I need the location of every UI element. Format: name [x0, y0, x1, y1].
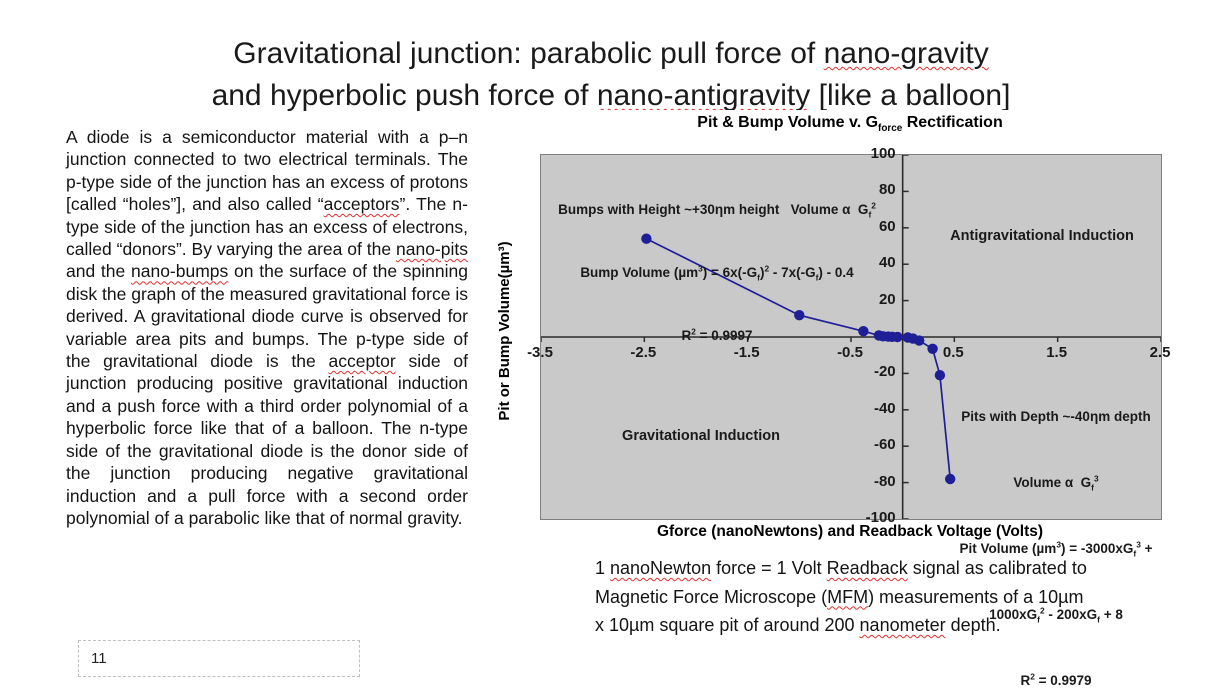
x-tick-label: -3.5 [527, 344, 553, 361]
slide-title: Gravitational junction: parabolic pull f… [0, 33, 1222, 117]
antigravitational-induction-label: Antigravitational Induction [950, 228, 1134, 244]
y-tick-label: 60 [878, 217, 896, 235]
chart-x-axis-label: Gforce (nanoNewtons) and Readback Voltag… [656, 523, 1044, 540]
slide-title-line-2: and hyperbolic push force of nano-antigr… [211, 79, 1011, 112]
x-tick-label: -2.5 [630, 344, 657, 361]
y-tick-label: 20 [878, 290, 896, 308]
x-tick-label: -1.5 [733, 344, 760, 361]
gravitational-induction-label: Gravitational Induction [622, 428, 780, 444]
page-number-placeholder[interactable]: 11 [78, 640, 360, 677]
x-tick-label: 0.5 [942, 344, 964, 361]
chart-title: Pit & Bump Volume v. Gforce Rectificatio… [697, 114, 1003, 135]
pits-annotation-line-4: 1000xGf2 - 200xGf + 8 [989, 605, 1123, 625]
body-paragraph: A diode is a semiconductor material with… [66, 127, 468, 528]
bumps-annotation-line-3: R2 = 0.9997 [681, 326, 753, 343]
y-tick-label: 40 [878, 254, 896, 272]
pits-annotation: Pits with Depth ~-40ηm depth Volume α Gf… [937, 362, 1175, 688]
y-tick-label: -80 [873, 472, 896, 490]
chart-y-axis-label: Pit or Bump Volume(µm³) [496, 241, 513, 421]
slide-title-line-1: Gravitational junction: parabolic pull f… [233, 37, 989, 70]
y-tick-label: -100 [865, 509, 896, 526]
chart-canvas [541, 155, 1161, 519]
bumps-annotation-line-2: Bump Volume (µm3) = 6x(-Gf)2 - 7x(-Gf) -… [580, 263, 854, 283]
chart-plot-area [540, 154, 1162, 520]
pits-annotation-line-1: Pits with Depth ~-40ηm depth [961, 409, 1151, 424]
y-tick-label: -60 [873, 436, 896, 454]
pits-annotation-line-2: Volume α Gf3 [1013, 473, 1099, 493]
pits-annotation-line-5: R2 = 0.9979 [1020, 671, 1092, 688]
calibration-caption: 1 nanoNewton force = 1 Volt Readback sig… [595, 558, 1087, 635]
bumps-annotation: Bumps with Height ~+30ηm height Volume α… [541, 157, 893, 388]
chart: Pit & Bump Volume v. Gforce Rectificatio… [485, 110, 1182, 688]
pits-annotation-line-3: Pit Volume (µm3) = -3000xGf3 + [959, 539, 1153, 559]
x-tick-label: -0.5 [837, 344, 863, 361]
x-tick-label: 2.5 [1149, 344, 1171, 361]
y-tick-label: 80 [878, 181, 896, 199]
x-tick-label: 1.5 [1046, 344, 1068, 361]
y-tick-label: 100 [870, 145, 896, 162]
y-tick-label: -20 [873, 363, 896, 381]
page-number: 11 [91, 650, 107, 667]
bumps-annotation-line-1: Bumps with Height ~+30ηm height Volume α… [558, 200, 876, 220]
y-tick-label: -40 [873, 399, 896, 417]
